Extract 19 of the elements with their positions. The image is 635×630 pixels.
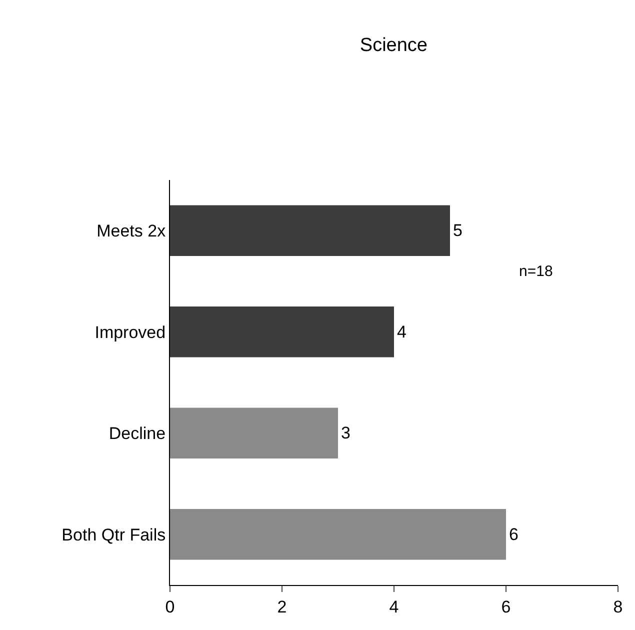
x-tick-label: 6	[501, 597, 511, 616]
x-tick-label: 4	[389, 597, 399, 616]
bar	[170, 408, 338, 458]
y-tick-label: Decline	[108, 424, 166, 444]
data-label: 4	[397, 322, 406, 342]
x-tick-label: 2	[277, 597, 287, 616]
chart-title: Science	[360, 35, 428, 56]
x-tick-label: 0	[165, 597, 175, 616]
bar	[170, 509, 506, 560]
data-label: 3	[341, 424, 350, 443]
y-tick-label: Improved	[94, 322, 166, 342]
bar	[170, 205, 450, 256]
annotation: n=18	[519, 263, 553, 280]
x-tick-label: 8	[613, 597, 623, 616]
y-tick-label: Meets 2x	[96, 222, 166, 241]
data-label: 6	[509, 524, 518, 544]
y-tick-label: Both Qtr Fails	[62, 525, 166, 544]
bar	[170, 306, 394, 358]
data-label: 5	[453, 221, 462, 240]
